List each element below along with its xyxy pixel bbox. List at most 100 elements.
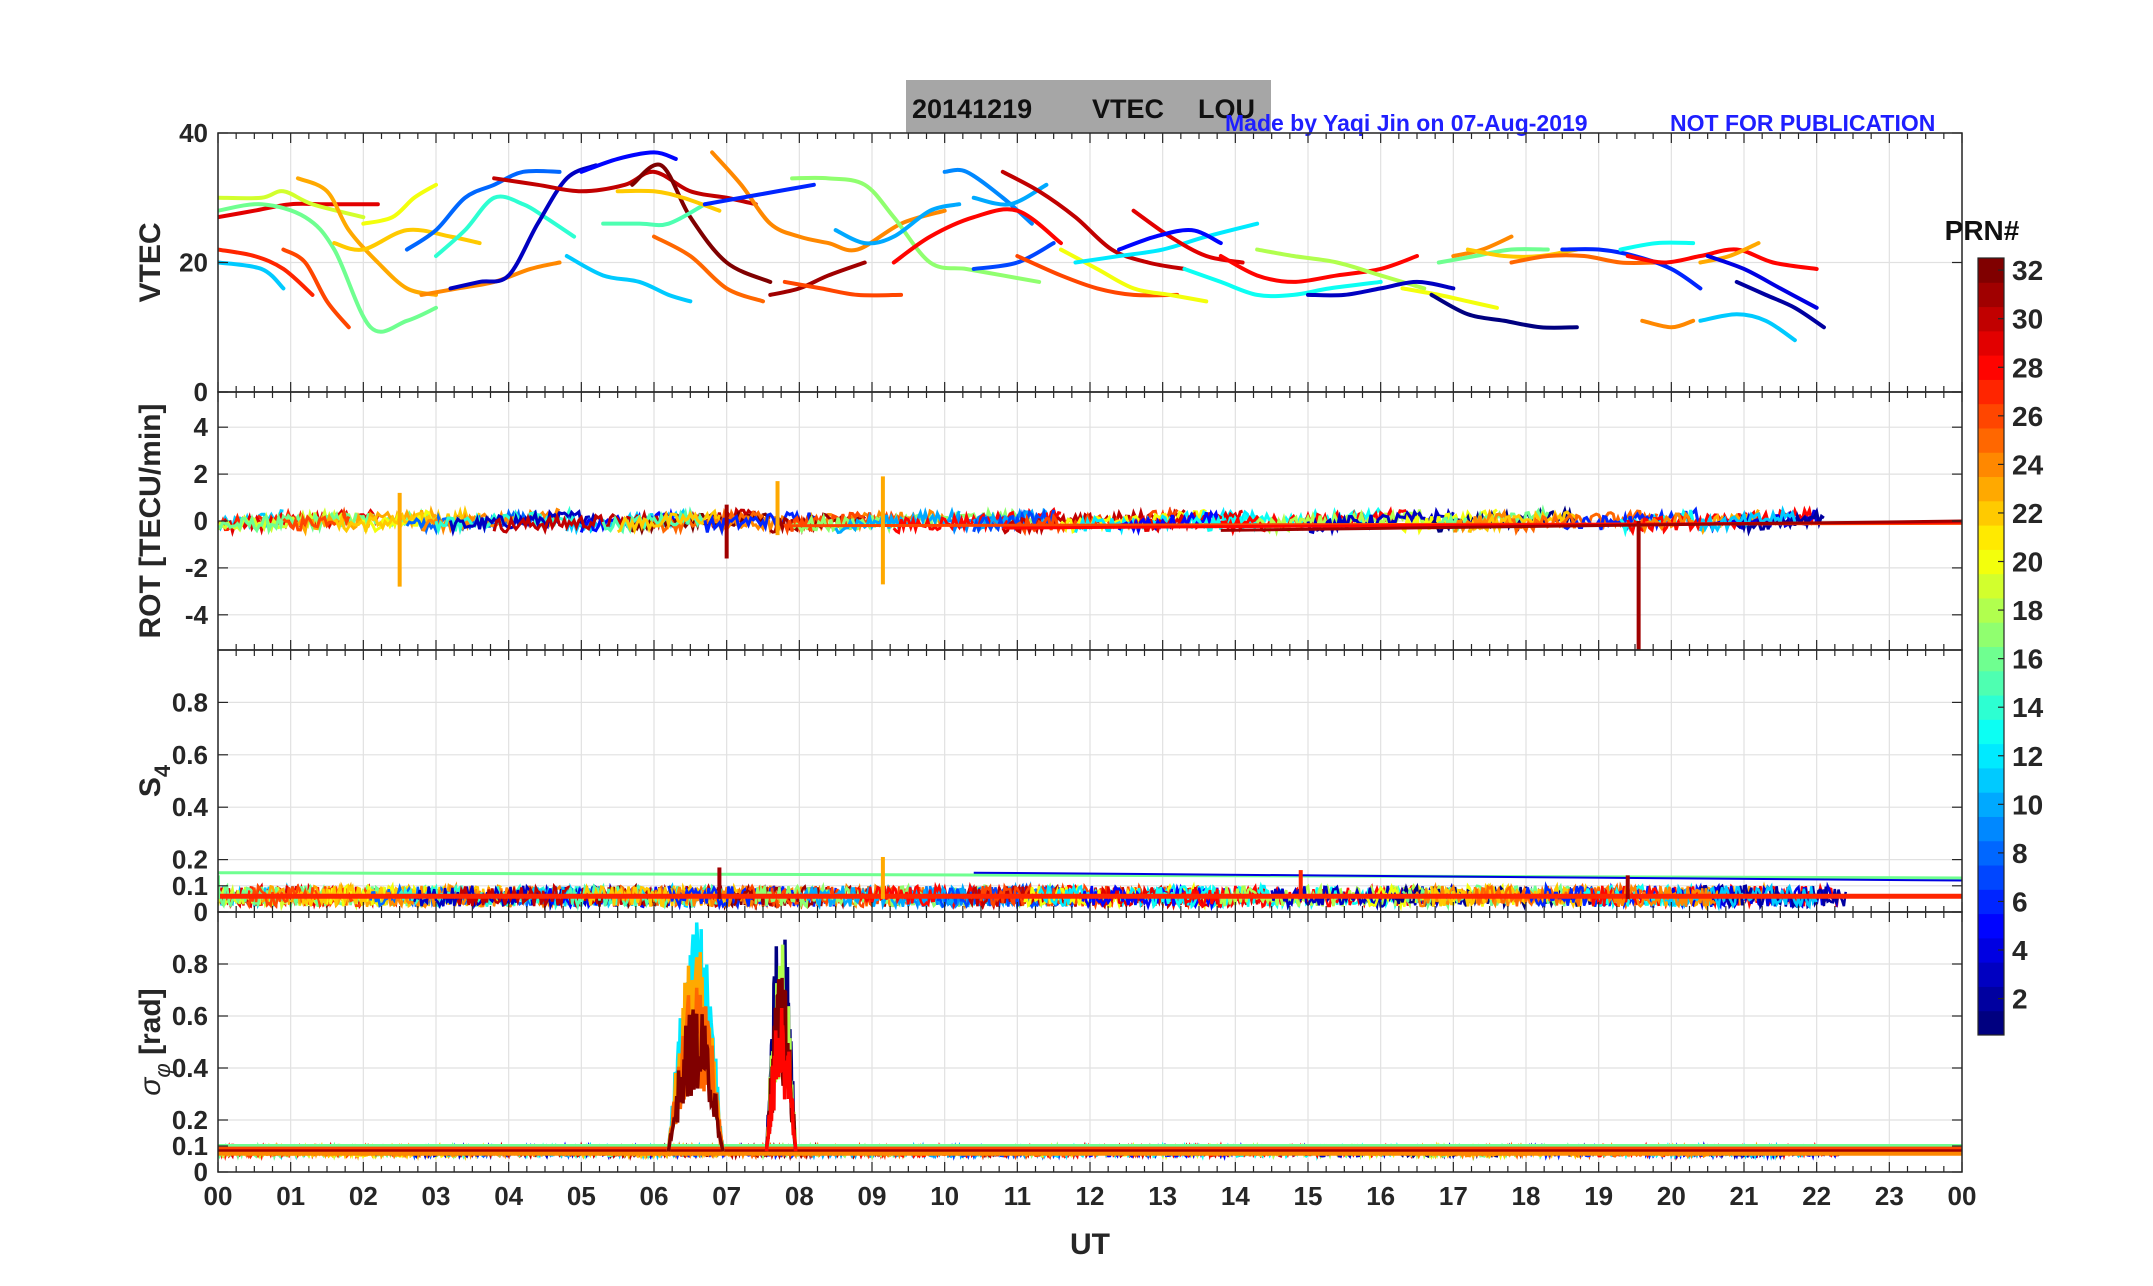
- panel-sigphi: 00.10.2 0.4 0.6 0.8 σφ [rad]: [134, 911, 1963, 1187]
- vtec-series-prn-17: [790, 175, 1042, 284]
- y-tick-sigphi-5: 0.8: [172, 949, 208, 979]
- vtec-series-prn-6: [702, 182, 816, 207]
- x-tick-21: 21: [1730, 1181, 1759, 1211]
- x-tick-17: 17: [1439, 1181, 1468, 1211]
- x-tick-6: 06: [640, 1181, 669, 1211]
- x-tick-2: 02: [349, 1181, 378, 1211]
- credit-text: Made by Yaqi Jin on 07-Aug-2019: [1225, 110, 1588, 136]
- vtec-series-prn-30: [1000, 169, 1187, 271]
- vtec-series-prn-11: [1698, 312, 1797, 343]
- colorbar-tick-26: 26: [2012, 401, 2043, 432]
- grid-s4: [217, 650, 1963, 913]
- colorbar-tick-32: 32: [2012, 255, 2043, 286]
- y-tick-s4-4: 0.6: [172, 740, 208, 770]
- y-tick-sigphi-3: 0.4: [172, 1053, 209, 1083]
- vtec-series-prn-10: [833, 202, 962, 246]
- y-tick-sigphi-2: 0.2: [172, 1105, 208, 1135]
- vtec-series-prn-8: [404, 168, 562, 252]
- y-tick-sigphi-4: 0.6: [172, 1001, 208, 1031]
- x-tick-8: 08: [785, 1181, 814, 1211]
- colorbar-seg-11: [1978, 767, 2004, 793]
- rot-baseline-prn-31: [1220, 519, 1962, 532]
- colorbar-tick-18: 18: [2012, 595, 2043, 626]
- plot-area-sigphi: [218, 922, 1962, 1162]
- vtec-series-prn-22: [332, 227, 482, 252]
- sigphi-burst-0-prn-32: [666, 1009, 725, 1152]
- rot-series-prn-3: [1306, 506, 1455, 537]
- colorbar-seg-13: [1978, 719, 2004, 745]
- x-axis-label: UT: [1070, 1228, 1110, 1261]
- vtec-series-prn-31: [768, 260, 867, 297]
- x-tick-7: 07: [712, 1181, 741, 1211]
- colorbar-tick-24: 24: [2012, 449, 2044, 480]
- x-tick-16: 16: [1366, 1181, 1395, 1211]
- vtec-series-prn-16: [218, 202, 438, 334]
- vtec-series-prn-16: [1436, 247, 1550, 265]
- vtec-series-prn-7: [971, 241, 1056, 271]
- vtec-series-prn-13: [1618, 240, 1696, 252]
- vtec-series-prn-20: [1400, 286, 1499, 310]
- x-tick-5: 05: [567, 1181, 596, 1211]
- title-param: VTEC: [1092, 94, 1164, 124]
- colorbar-seg-21: [1978, 525, 2004, 550]
- colorbar-tick-12: 12: [2012, 741, 2043, 772]
- colorbar-tick-6: 6: [2012, 886, 2028, 917]
- vtec-series-prn-13: [1182, 266, 1383, 299]
- vtec-series-prn-5: [1117, 227, 1223, 252]
- x-tick-10: 10: [930, 1181, 959, 1211]
- vtec-series-prn-25: [652, 234, 765, 304]
- vtec-series-prn-23: [295, 176, 438, 297]
- vtec-series-prn-23: [1698, 241, 1761, 265]
- colorbar-seg-3: [1978, 962, 2004, 987]
- x-tick-20: 20: [1657, 1181, 1686, 1211]
- y-tick-rot-0: -4: [185, 600, 209, 630]
- y-tick-rot-1: -2: [185, 553, 208, 583]
- title-date: 20141219: [912, 94, 1032, 124]
- vtec-series-prn-32: [630, 162, 773, 284]
- colorbar-seg-1: [1978, 1010, 2004, 1036]
- vtec-series-prn-19: [218, 189, 366, 220]
- vtec-series-prn-24: [710, 150, 947, 253]
- colorbar-label: PRN#: [1945, 215, 2020, 246]
- s4-series-prn-3: [413, 883, 619, 912]
- y-tick-s4-1: 0.1: [172, 871, 208, 901]
- colorbar-seg-15: [1978, 670, 2004, 696]
- x-tick-24: 00: [1948, 1181, 1977, 1211]
- x-tick-22: 22: [1802, 1181, 1831, 1211]
- y-tick-sigphi-0: 0: [194, 1157, 208, 1187]
- vtec-series-prn-1: [1429, 292, 1579, 330]
- colorbar-tick-16: 16: [2012, 644, 2043, 675]
- x-tick-11: 11: [1004, 1181, 1032, 1211]
- rot-series-prn-22: [616, 508, 721, 535]
- panel-rot: -4 -2 0 2 4 ROT [TECU/min]: [134, 391, 1963, 651]
- vtec-series-prn-18: [1255, 247, 1427, 291]
- vtec-series-prn-27: [218, 247, 315, 297]
- rot-series-prn-22: [1467, 509, 1579, 534]
- colorbar-tick-8: 8: [2012, 838, 2028, 869]
- panel-s4: 00.10.2 0.4 0.6 0.8 S4: [134, 649, 1963, 927]
- y-tick-s4-3: 0.4: [172, 792, 209, 822]
- colorbar-seg-17: [1978, 622, 2004, 647]
- y-axis-label-s4: S4: [134, 764, 175, 797]
- colorbar-seg-31: [1978, 282, 2004, 308]
- title-station: LOU: [1198, 94, 1255, 124]
- y-tick-vtec-1: 20: [179, 248, 208, 278]
- vtec-series-prn-29: [218, 201, 380, 220]
- rot-series-prn-6: [703, 509, 816, 537]
- vtec-series-prn-26: [1015, 254, 1180, 298]
- y-tick-vtec-0: 0: [194, 377, 208, 407]
- panel-vtec: 0 20 40 VTEC: [134, 118, 1963, 407]
- vtec-series-prn-12: [1073, 221, 1260, 265]
- plot-area-vtec: [218, 150, 1826, 343]
- colorbar-seg-25: [1978, 427, 2004, 453]
- s4-series-prn-17: [754, 881, 1063, 910]
- vtec-series-prn-28: [891, 207, 1063, 265]
- x-tick-13: 13: [1148, 1181, 1177, 1211]
- vtec-series-prn-25: [1509, 253, 1659, 265]
- vtec-series-prn-26: [782, 279, 904, 298]
- x-tick-9: 09: [858, 1181, 887, 1211]
- vtec-series-prn-11: [218, 260, 286, 291]
- y-axis-label-rot: ROT [TECU/min]: [134, 404, 167, 639]
